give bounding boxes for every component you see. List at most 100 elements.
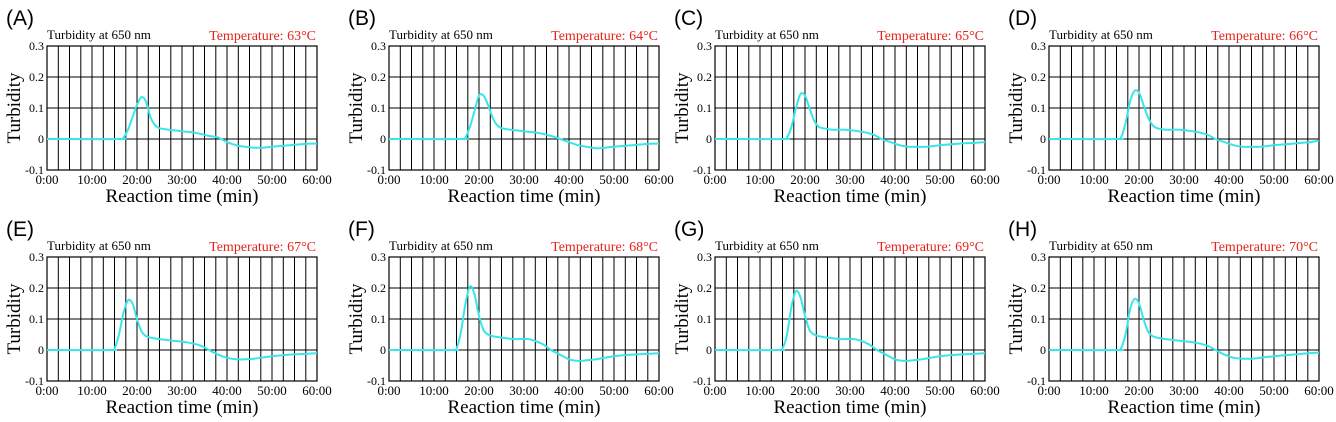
x-tick-label: 40:00 [1214,383,1244,398]
x-tick-label: 20:00 [790,383,820,398]
x-tick-label: 0:00 [35,172,58,187]
chart-title: Turbidity at 650 nm [389,238,493,253]
panel-label: (F) [348,218,375,241]
x-axis-label: Reaction time (min) [1107,397,1260,418]
x-tick-label: 60:00 [970,172,1000,187]
x-tick-label: 10:00 [77,172,107,187]
x-tick-label: 10:00 [419,172,449,187]
y-tick-label: 0.1 [1031,312,1046,326]
chart-title: Turbidity at 650 nm [715,238,819,253]
grid-lines [715,257,985,381]
x-tick-label: 50:00 [599,383,629,398]
y-tick-label: -0.1 [693,374,712,388]
chart-panel: (B) Turbidity at 650 nm Temperature: 64°C 0… [346,7,674,207]
y-axis-label: Turbidity [4,72,25,144]
chart-title: Turbidity at 650 nm [1049,238,1153,253]
y-tick-label: 0 [380,132,386,146]
y-tick-label: 0.2 [371,281,386,295]
x-tick-label: 30:00 [1169,172,1199,187]
x-tick-label: 0:00 [703,383,726,398]
y-axis-label: Turbidity [1006,72,1027,144]
x-axis-label: Reaction time (min) [105,186,258,207]
y-tick-label: -0.1 [693,163,712,177]
x-tick-label: 60:00 [1304,383,1334,398]
chart-title: Turbidity at 650 nm [389,27,493,42]
plot-frame [46,256,318,382]
y-tick-label: 0 [706,132,712,146]
y-tick-label: 0.3 [697,250,712,264]
temperature-annotation: Temperature: 64°C [551,29,658,44]
plot-frame [714,256,986,382]
temperature-annotation: Temperature: 68°C [551,240,658,255]
x-tick-label: 50:00 [257,172,287,187]
x-tick-label: 50:00 [1259,383,1289,398]
x-tick-label: 10:00 [745,172,775,187]
plot-frame [1048,256,1320,382]
y-tick-label: 0.1 [371,312,386,326]
x-tick-label: 60:00 [302,383,332,398]
x-tick-label: 40:00 [880,172,910,187]
plot-frame [388,45,660,171]
x-tick-label: 20:00 [464,383,494,398]
y-tick-label: 0.3 [371,250,386,264]
y-axis-label: Turbidity [4,283,25,355]
panel-label: (H) [1008,218,1037,241]
grid-lines [389,257,659,381]
temperature-annotation: Temperature: 63°C [209,29,316,44]
chart-panel: (D) Turbidity at 650 nm Temperature: 66°C 0… [1006,7,1334,207]
grid-lines [1049,257,1319,381]
x-tick-label: 20:00 [1124,172,1154,187]
y-tick-label: 0.2 [697,281,712,295]
x-tick-label: 20:00 [464,172,494,187]
grid-lines [47,257,317,381]
y-tick-label: 0 [38,343,44,357]
y-axis-label: Turbidity [672,283,693,355]
x-axis-label: Reaction time (min) [773,397,926,418]
y-tick-label: 0.2 [1031,281,1046,295]
x-tick-label: 30:00 [835,383,865,398]
turbidity-curve [46,298,318,361]
y-tick-label: 0.1 [1031,101,1046,115]
panel-label: (E) [6,218,34,241]
y-tick-label: 0 [380,343,386,357]
chart-panel: (A) Turbidity at 650 nm Temperature: 63°C 0… [4,7,332,207]
y-tick-label: 0.2 [29,281,44,295]
y-tick-label: 0.2 [1031,70,1046,84]
y-tick-label: 0.3 [1031,250,1046,264]
x-tick-label: 10:00 [745,383,775,398]
x-axis-label: Reaction time (min) [1107,186,1260,207]
x-tick-label: 60:00 [970,383,1000,398]
x-tick-label: 40:00 [212,383,242,398]
y-tick-label: -0.1 [25,374,44,388]
x-tick-label: 60:00 [644,383,674,398]
turbidity-curve [714,289,986,362]
x-tick-label: 0:00 [377,383,400,398]
x-tick-label: 30:00 [835,172,865,187]
x-tick-label: 20:00 [1124,383,1154,398]
x-tick-label: 30:00 [509,383,539,398]
plot-frame [714,45,986,171]
y-tick-label: -0.1 [1027,163,1046,177]
y-tick-label: 0 [706,343,712,357]
x-tick-label: 30:00 [1169,383,1199,398]
temperature-annotation: Temperature: 65°C [877,29,984,44]
chart-title: Turbidity at 650 nm [1049,27,1153,42]
x-tick-label: 30:00 [509,172,539,187]
x-tick-label: 20:00 [122,383,152,398]
y-tick-label: 0.1 [697,312,712,326]
x-axis-label: Reaction time (min) [773,186,926,207]
chart-panel: (H) Turbidity at 650 nm Temperature: 70°C 0… [1006,218,1334,418]
panel-label: (A) [6,7,34,30]
y-tick-label: -0.1 [367,163,386,177]
chart-panel: (C) Turbidity at 650 nm Temperature: 65°C 0… [672,7,1000,207]
temperature-annotation: Temperature: 69°C [877,240,984,255]
turbidity-curve [1048,297,1320,360]
x-tick-label: 50:00 [257,383,287,398]
x-tick-label: 60:00 [644,172,674,187]
grid-lines [1049,46,1319,170]
y-tick-label: 0.1 [697,101,712,115]
x-tick-label: 0:00 [35,383,58,398]
temperature-annotation: Temperature: 70°C [1211,240,1318,255]
x-tick-label: 10:00 [419,383,449,398]
